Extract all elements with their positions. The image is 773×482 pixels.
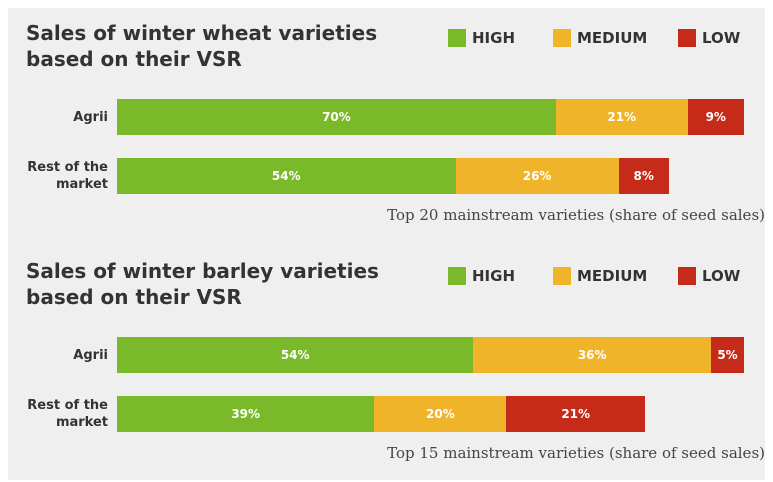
note: Top 20 mainstream varieties (share of se… (387, 206, 765, 224)
bar-segment: 26% (455, 158, 619, 194)
legend-label: MEDIUM (577, 267, 648, 285)
bar-segment: 39% (117, 396, 375, 432)
value-label: 20% (426, 407, 455, 421)
bar-segment: 9% (687, 99, 744, 135)
bar-segment: 21% (506, 396, 645, 432)
value-label: 39% (231, 407, 261, 421)
note: Top 15 mainstream varieties (share of se… (387, 444, 765, 462)
bar-segment: 8% (618, 158, 669, 194)
legend-label: LOW (702, 267, 741, 285)
value-label: 36% (577, 348, 607, 362)
legend-swatch (678, 29, 696, 47)
value-label: 5% (717, 348, 738, 362)
chart-title: Sales of winter wheat varieties based on… (26, 21, 378, 71)
legend-label: HIGH (472, 267, 516, 285)
bar-segment: 20% (374, 396, 507, 432)
chart-title: Sales of winter barley varieties based o… (26, 259, 379, 309)
legend-swatch (678, 267, 696, 285)
value-label: 54% (280, 348, 310, 362)
legend-swatch (553, 29, 571, 47)
bar-segment: 5% (711, 337, 744, 373)
category-label: Agrii (73, 347, 108, 363)
legend-label: HIGH (472, 29, 516, 47)
value-label: 26% (522, 169, 552, 183)
value-label: 70% (322, 110, 351, 124)
category-label: Rest of the market (27, 398, 108, 430)
bar-segment: 21% (555, 99, 688, 135)
bar-segment: 54% (117, 158, 456, 194)
legend-swatch (448, 29, 466, 47)
value-label: 21% (561, 407, 591, 421)
bar-segment: 54% (117, 337, 474, 373)
category-label: Agrii (73, 109, 108, 125)
legend-swatch (553, 267, 571, 285)
legend-label: MEDIUM (577, 29, 648, 47)
bar-segment: 70% (117, 99, 556, 135)
category-label: Rest of the market (27, 160, 108, 192)
legend-label: LOW (702, 29, 741, 47)
value-label: 54% (271, 169, 301, 183)
bar-segment: 36% (473, 337, 711, 373)
legend-swatch (448, 267, 466, 285)
value-label: 8% (633, 169, 654, 183)
value-label: 9% (705, 110, 726, 124)
value-label: 21% (607, 110, 637, 124)
